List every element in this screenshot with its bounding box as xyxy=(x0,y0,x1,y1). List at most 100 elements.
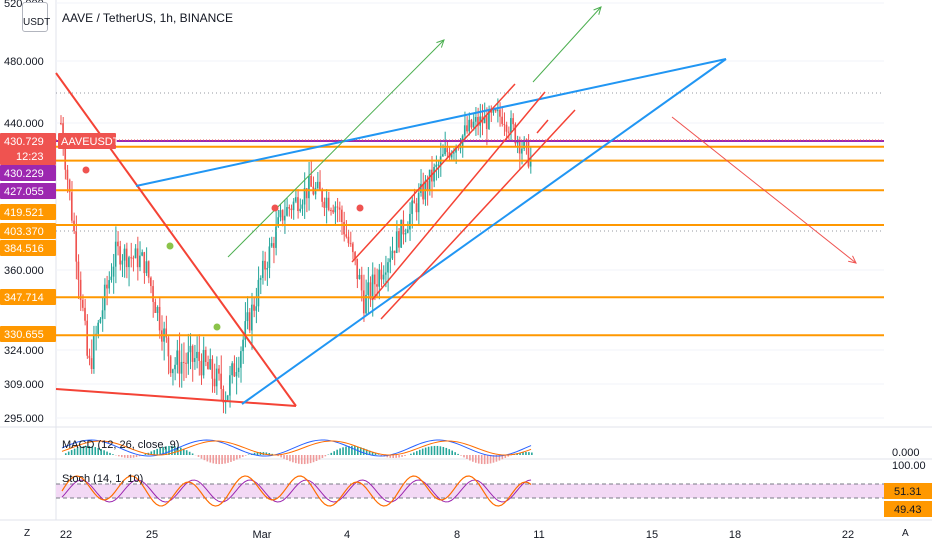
candle-body-100 xyxy=(279,210,282,218)
macd-hist-92 xyxy=(333,451,335,455)
marker-sell-3 xyxy=(356,204,364,212)
macd-hist-126 xyxy=(433,445,436,455)
candle-body-54 xyxy=(178,350,181,374)
macd-hist-2 xyxy=(67,451,70,455)
candle-body-64 xyxy=(200,360,203,376)
candle-body-186 xyxy=(468,119,470,132)
macd-hist-106 xyxy=(374,453,377,455)
macd-hist-9 xyxy=(88,445,91,455)
candle-body-119 xyxy=(321,189,323,202)
price-badge-2[interactable]: 427.055 xyxy=(0,183,56,199)
trendline-triangle-lower xyxy=(55,388,297,407)
price-badge-3[interactable]: 419.521 xyxy=(0,204,56,220)
macd-hist-43 xyxy=(188,451,191,455)
time-label-4: 8 xyxy=(454,529,460,541)
macd-hist-44 xyxy=(191,453,194,455)
candle-body-214 xyxy=(529,157,532,167)
macd-hist-115 xyxy=(401,455,403,457)
auto-scale-button[interactable]: A xyxy=(902,528,909,539)
candle-body-85 xyxy=(246,312,249,322)
macd-hist-57 xyxy=(230,455,232,462)
marker-sell-1 xyxy=(82,166,90,174)
marker-sell-2 xyxy=(271,204,279,212)
macd-hist-118 xyxy=(410,453,412,455)
macd-hist-40 xyxy=(180,447,182,455)
candle-body-53 xyxy=(176,350,178,365)
stoch-k-line xyxy=(61,475,532,507)
price-badge-value-3: 419.521 xyxy=(4,207,44,219)
candle-body-77 xyxy=(229,375,231,396)
candle-body-26 xyxy=(117,241,119,247)
candle-body-145 xyxy=(378,269,380,287)
candle-body-62 xyxy=(196,351,198,359)
candle-body-84 xyxy=(244,321,247,340)
candle-body-187 xyxy=(470,119,473,128)
price-badge-6[interactable]: 347.714 xyxy=(0,289,56,305)
price-badge-4[interactable]: 403.370 xyxy=(0,223,56,239)
candle-body-28 xyxy=(121,260,124,265)
macd-hist-34 xyxy=(162,446,164,455)
candle-body-172 xyxy=(437,164,440,166)
candle-body-156 xyxy=(402,219,405,235)
time-label-1: 25 xyxy=(146,529,158,541)
macd-hist-149 xyxy=(501,455,504,460)
candle-body-61 xyxy=(193,358,196,362)
macd-hist-47 xyxy=(200,455,203,459)
candle-body-202 xyxy=(503,123,506,125)
candle-body-82 xyxy=(240,351,242,368)
macd-hist-148 xyxy=(498,455,501,461)
macd-hist-145 xyxy=(489,455,492,464)
projection-arrow-2-head xyxy=(593,6,602,15)
macd-hist-119 xyxy=(413,452,415,455)
candle-body-102 xyxy=(283,215,286,221)
candle-body-138 xyxy=(362,290,365,314)
candle-body-151 xyxy=(391,250,394,259)
candle-body-153 xyxy=(395,231,398,253)
symbol-tag-label: AAVEUSDT xyxy=(61,136,120,148)
candle-body-125 xyxy=(334,206,337,213)
candle-body-2 xyxy=(64,147,67,170)
macd-hist-147 xyxy=(495,455,498,462)
macd-hist-76 xyxy=(286,455,288,461)
candle-body-19 xyxy=(101,310,104,319)
candle-body-120 xyxy=(323,201,326,208)
candle-body-0 xyxy=(60,123,62,124)
candle-body-21 xyxy=(106,284,108,289)
price-badge-1[interactable]: 430.229 xyxy=(0,165,56,181)
macd-hist-62 xyxy=(244,455,247,456)
price-tick-6: 295.000 xyxy=(4,413,44,425)
time-label-3: 4 xyxy=(344,529,350,541)
price-badge-7[interactable]: 330.655 xyxy=(0,326,56,342)
candle-body-37 xyxy=(141,252,143,256)
candle-body-92 xyxy=(261,260,264,278)
macd-hist-124 xyxy=(427,446,430,455)
candle-body-184 xyxy=(463,125,466,136)
price-badge-0[interactable]: 430.729 12:23 AAVEUSDT xyxy=(0,133,120,165)
candle-body-154 xyxy=(398,231,400,248)
trendline-triangle-upper xyxy=(55,72,297,407)
macd-label[interactable]: MACD (12, 26, close, 9) xyxy=(62,439,180,451)
candle-body-211 xyxy=(523,139,525,149)
price-badge-5[interactable]: 384.516 xyxy=(0,240,56,256)
candle-body-168 xyxy=(428,169,431,191)
macd-hist-4 xyxy=(73,448,76,455)
candle-body-69 xyxy=(211,358,214,379)
candle-body-148 xyxy=(384,272,387,275)
macd-hist-95 xyxy=(342,447,344,455)
macd-hist-87 xyxy=(318,455,321,460)
candle-body-206 xyxy=(512,118,514,125)
stoch-label[interactable]: Stoch (14, 1, 10) xyxy=(62,473,144,485)
candle-body-83 xyxy=(242,339,244,352)
stoch-d-line xyxy=(61,479,532,503)
candle-body-25 xyxy=(114,241,117,267)
stoch-pane xyxy=(56,475,884,507)
candle-body-91 xyxy=(259,277,262,280)
zoom-button[interactable]: Z xyxy=(24,528,31,539)
candle-body-205 xyxy=(510,118,512,133)
currency-unit-button[interactable]: USDT xyxy=(22,2,50,32)
trendline-channel-4 xyxy=(536,119,549,134)
macd-hist-93 xyxy=(336,449,338,455)
chart-title: AAVE / TetherUS, 1h, BINANCE xyxy=(62,11,233,25)
macd-hist-52 xyxy=(215,455,217,464)
